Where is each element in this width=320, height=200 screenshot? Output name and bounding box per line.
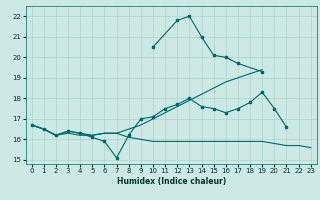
X-axis label: Humidex (Indice chaleur): Humidex (Indice chaleur) [116, 177, 226, 186]
